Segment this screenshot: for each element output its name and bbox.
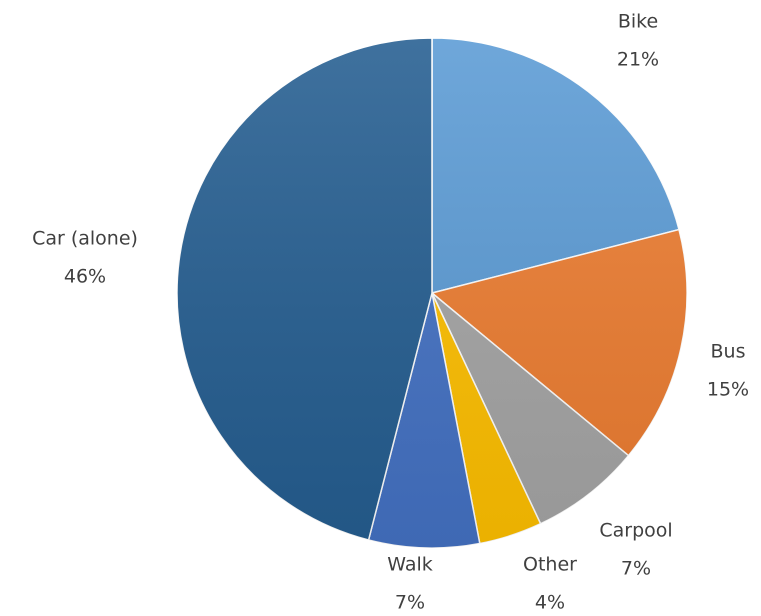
pie: [176, 37, 688, 549]
slice-label: Walk: [387, 554, 433, 576]
slice-label: Bus: [711, 341, 746, 363]
slice-value-label: 15%: [707, 379, 749, 401]
slice-value-label: 7%: [395, 592, 425, 614]
labels: Bike 21% Bus 15% Carpool 7% Other 4% Walk 7% Car (…: [32, 11, 749, 614]
slice-label: Car (alone): [32, 228, 138, 250]
slice-value-label: 7%: [621, 558, 651, 580]
slice-label: Carpool: [599, 520, 672, 542]
slice-value-label: 46%: [64, 266, 106, 288]
slice-label: Other: [523, 554, 577, 576]
slice-label: Bike: [618, 11, 658, 33]
slice-value-label: 21%: [617, 49, 659, 71]
slice-value-label: 4%: [535, 592, 565, 614]
